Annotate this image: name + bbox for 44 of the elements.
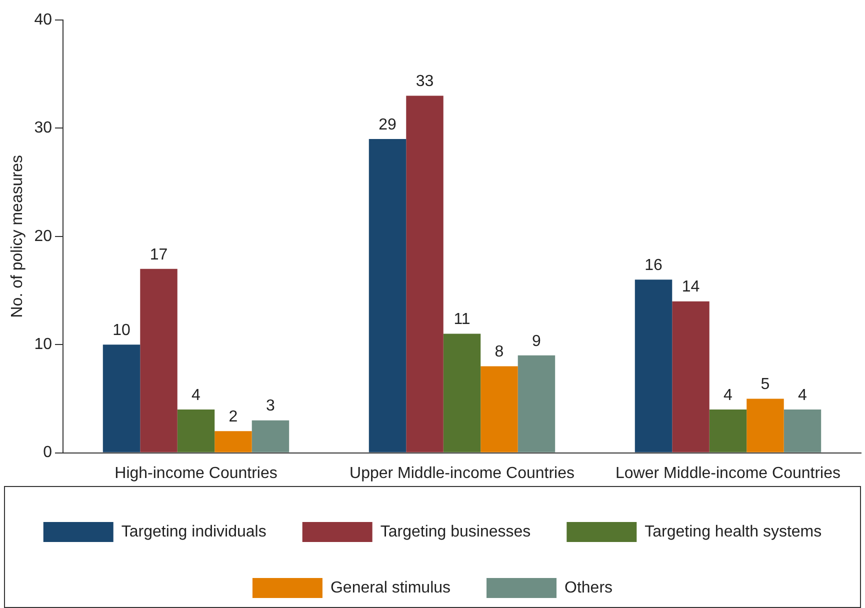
y-axis-title: No. of policy measures bbox=[9, 155, 26, 318]
y-tick-label: 0 bbox=[43, 444, 52, 462]
bar bbox=[784, 410, 822, 452]
bar bbox=[672, 301, 710, 452]
data-label: 33 bbox=[416, 73, 434, 90]
bar bbox=[406, 96, 444, 452]
data-label: 8 bbox=[494, 344, 504, 361]
legend-label: Targeting health systems bbox=[644, 523, 822, 540]
data-label: 10 bbox=[112, 322, 131, 340]
data-label: 3 bbox=[266, 398, 276, 415]
y-tick-label: 40 bbox=[34, 11, 52, 28]
data-label: 4 bbox=[724, 386, 733, 404]
legend-label: Others bbox=[564, 579, 613, 596]
y-tick-label: 10 bbox=[34, 336, 52, 354]
bar bbox=[252, 420, 290, 452]
data-label: 14 bbox=[682, 278, 700, 296]
bar bbox=[634, 280, 672, 452]
data-label: 11 bbox=[454, 311, 470, 328]
legend-label: Targeting businesses bbox=[380, 523, 531, 540]
bar bbox=[214, 431, 252, 452]
x-tick-label: High-income Countries bbox=[114, 464, 278, 482]
bar bbox=[518, 355, 556, 452]
bar bbox=[480, 366, 518, 452]
bar bbox=[709, 410, 747, 452]
x-tick-label: Lower Middle-income Countries bbox=[616, 464, 840, 482]
data-label: 5 bbox=[760, 376, 770, 394]
y-tick-label: 20 bbox=[34, 228, 52, 245]
data-label: 2 bbox=[228, 408, 238, 426]
y-tick-label: 30 bbox=[34, 120, 52, 137]
bar bbox=[368, 139, 406, 452]
bar bbox=[177, 410, 215, 452]
legend-label: General stimulus bbox=[330, 579, 451, 596]
bar bbox=[746, 398, 784, 452]
data-label: 17 bbox=[150, 246, 168, 264]
bar bbox=[140, 268, 178, 452]
bar bbox=[102, 344, 140, 452]
data-label: 29 bbox=[378, 116, 397, 134]
bar bbox=[443, 334, 481, 452]
data-label: 9 bbox=[532, 332, 542, 350]
legend-label: Targeting individuals bbox=[121, 523, 266, 540]
data-label: 16 bbox=[644, 257, 663, 274]
data-label: 4 bbox=[798, 386, 808, 404]
x-tick-label: Upper Middle-income Countries bbox=[350, 464, 574, 482]
data-label: 4 bbox=[192, 386, 201, 404]
